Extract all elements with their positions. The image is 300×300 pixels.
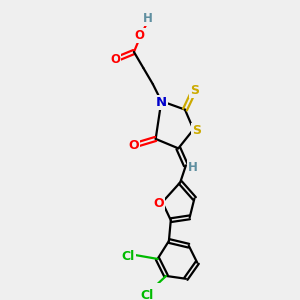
Text: N: N <box>156 96 167 109</box>
Text: Cl: Cl <box>140 289 154 300</box>
Text: H: H <box>143 12 153 26</box>
Text: O: O <box>135 29 145 42</box>
Text: S: S <box>190 84 199 97</box>
Text: O: O <box>153 197 164 210</box>
Text: Cl: Cl <box>122 250 135 262</box>
Text: H: H <box>188 161 197 174</box>
Text: S: S <box>192 124 201 137</box>
Text: O: O <box>129 139 139 152</box>
Text: O: O <box>110 53 120 66</box>
